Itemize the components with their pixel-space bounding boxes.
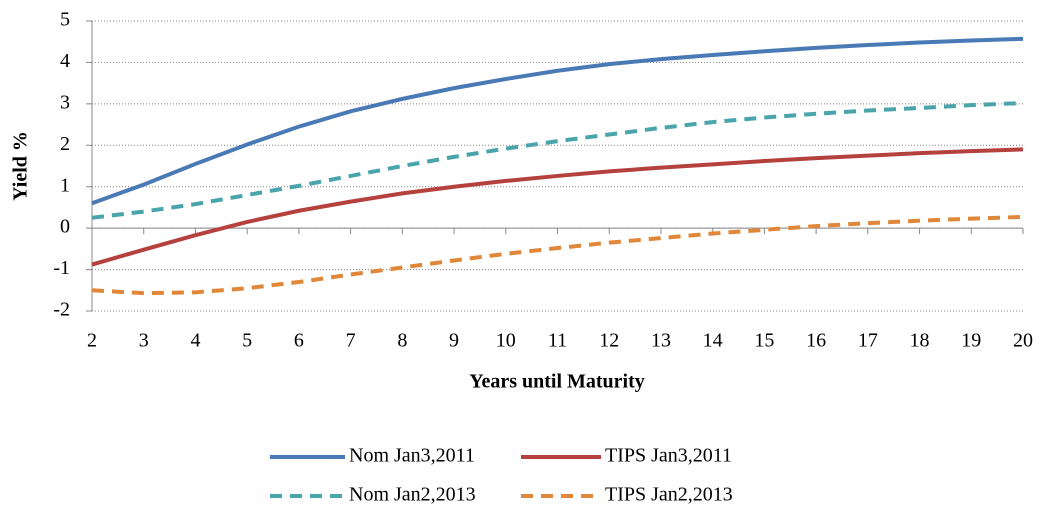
- x-tick-label: 17: [858, 330, 878, 352]
- x-tick-label: 18: [910, 330, 930, 352]
- y-tick-label: 4: [60, 50, 70, 72]
- y-tick-label: 1: [60, 174, 70, 196]
- series-line: [91, 147, 1024, 267]
- x-tick-label: 14: [703, 330, 723, 352]
- x-tick-label: 20: [1013, 330, 1033, 352]
- y-tick-label: -2: [53, 299, 70, 321]
- y-tick-label: 3: [60, 91, 70, 113]
- x-tick-label: 6: [294, 330, 304, 352]
- x-tick-label: 8: [397, 330, 407, 352]
- x-tick-label: 16: [806, 330, 826, 352]
- series-line: [91, 36, 1024, 206]
- x-tick-label: 13: [651, 330, 671, 352]
- legend-label: Nom Jan3,2011: [349, 445, 475, 467]
- legend-label: TIPS Jan2,2013: [605, 484, 733, 506]
- series-line: [91, 214, 1024, 296]
- x-tick-label: 19: [961, 330, 981, 352]
- x-tick-label: 11: [548, 330, 567, 352]
- y-tick-label: 5: [60, 9, 70, 31]
- x-tick-label: 9: [449, 330, 459, 352]
- x-tick-label: 15: [754, 330, 774, 352]
- x-tick-label: 2: [87, 330, 97, 352]
- x-tick-label: 7: [346, 330, 356, 352]
- legend-label: TIPS Jan3,2011: [605, 445, 732, 467]
- x-tick-label: 3: [139, 330, 149, 352]
- y-axis-title: Yield %: [10, 131, 32, 201]
- x-tick-label: 10: [496, 330, 516, 352]
- y-tick-label: -1: [53, 257, 70, 279]
- y-tick-label: 0: [60, 216, 70, 238]
- x-tick-label: 12: [599, 330, 619, 352]
- legend-label: Nom Jan2,2013: [349, 484, 476, 506]
- x-tick-label: 5: [242, 330, 252, 352]
- x-axis-title: Years until Maturity: [469, 371, 645, 393]
- y-tick-label: 2: [60, 133, 70, 155]
- x-tick-label: 4: [190, 330, 200, 352]
- series-line: [91, 101, 1024, 220]
